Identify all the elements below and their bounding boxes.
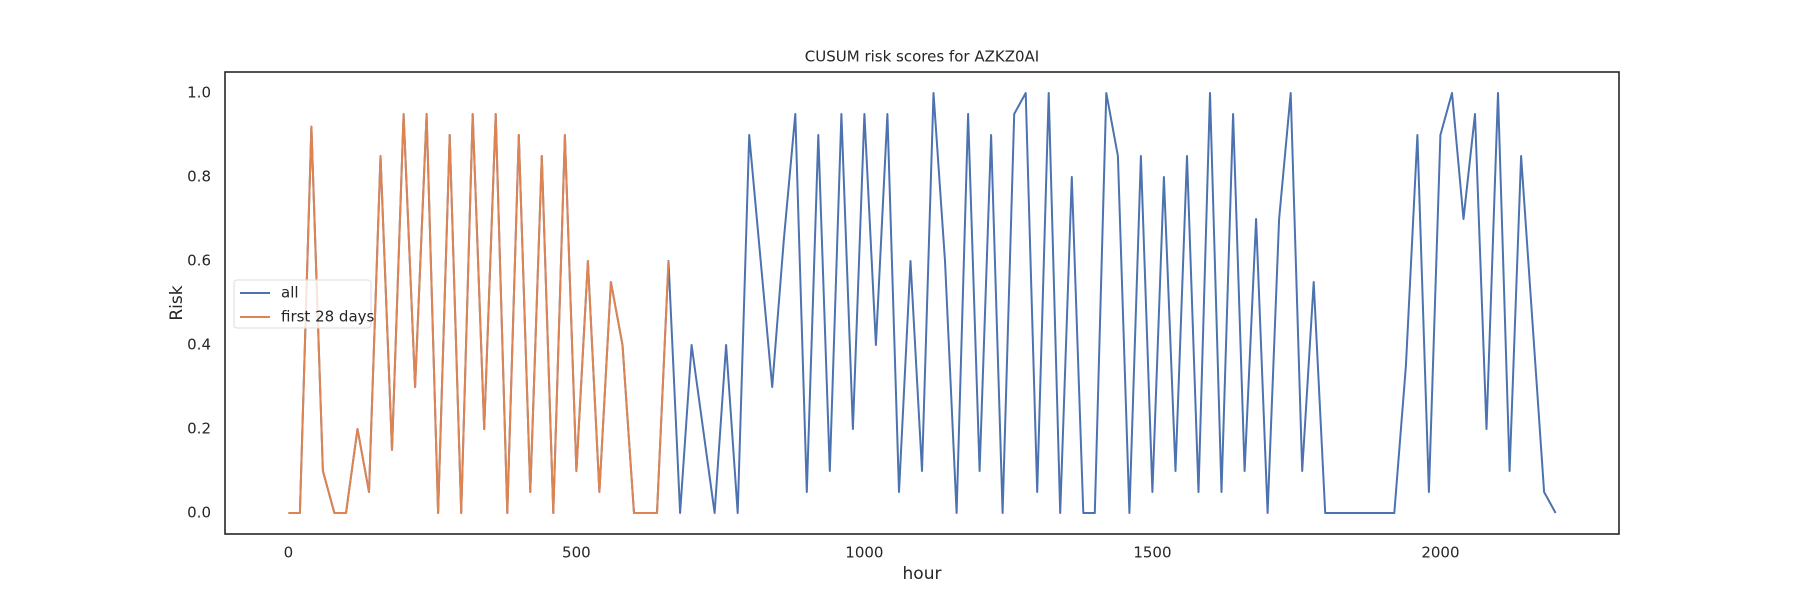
x-tick-label: 2000 <box>1421 544 1459 562</box>
series-line <box>288 113 670 514</box>
chart-title: CUSUM risk scores for AZKZ0AI <box>805 48 1039 66</box>
series-line <box>288 92 1557 514</box>
y-tick-label: 0.2 <box>187 420 211 438</box>
legend-label: all <box>281 284 299 302</box>
x-tick-label: 0 <box>284 544 294 562</box>
x-tick-label: 1500 <box>1133 544 1171 562</box>
y-tick-label: 0.0 <box>187 504 211 522</box>
x-tick-label: 1000 <box>845 544 883 562</box>
y-axis-label: Risk <box>167 285 187 320</box>
plot-frame <box>224 71 1620 535</box>
x-tick-label: 500 <box>562 544 591 562</box>
legend-label: first 28 days <box>281 308 375 326</box>
y-tick-label: 1.0 <box>187 84 211 102</box>
y-tick-label: 0.4 <box>187 336 211 354</box>
y-tick-label: 0.8 <box>187 168 211 186</box>
y-tick-label: 0.6 <box>187 252 211 270</box>
x-axis-label: hour <box>903 564 942 584</box>
